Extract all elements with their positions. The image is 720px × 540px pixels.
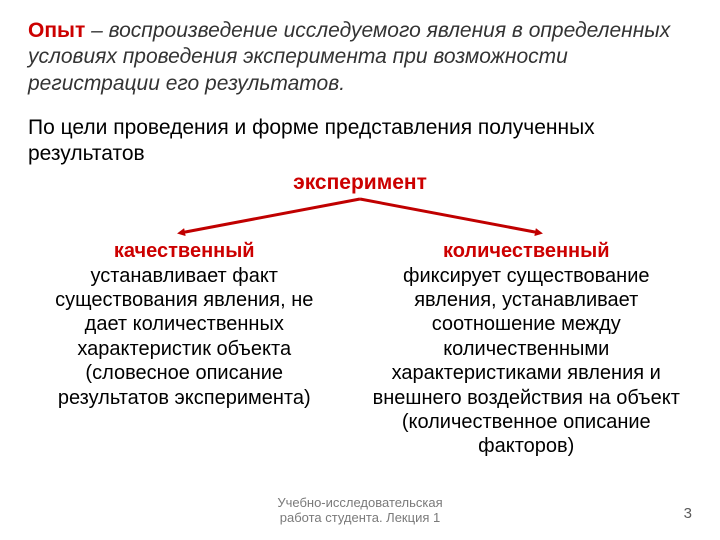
footer: Учебно-исследовательская работа студента… (0, 496, 720, 526)
branch-desc-right: фиксирует существование явления, устанав… (373, 265, 680, 458)
criteria-text: По цели проведения и форме представления… (28, 115, 692, 168)
page-number: 3 (684, 505, 692, 522)
footer-line1: Учебно-исследовательская (277, 495, 442, 510)
branch-arrows (150, 195, 570, 241)
branch-desc-left: устанавливает факт существования явления… (55, 265, 313, 409)
slide: Опыт – воспроизведение исследуемого явле… (0, 0, 720, 540)
branches: качественный устанавливает факт существо… (28, 239, 692, 459)
term: Опыт (28, 19, 85, 42)
branch-quantitative: количественный фиксирует существование я… (361, 239, 693, 459)
branch-title-left: качественный (38, 239, 331, 263)
definition-block: Опыт – воспроизведение исследуемого явле… (28, 18, 692, 97)
definition-text: – воспроизведение исследуемого явления в… (28, 19, 670, 95)
footer-line2: работа студента. Лекция 1 (280, 510, 440, 525)
branch-title-right: количественный (361, 239, 693, 263)
branch-qualitative: качественный устанавливает факт существо… (38, 239, 331, 459)
diagram-root: эксперимент (28, 171, 692, 195)
